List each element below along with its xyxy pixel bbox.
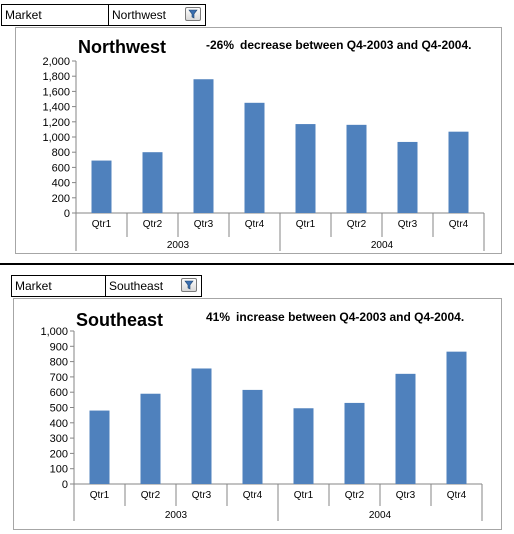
market-filter-northwest: Market Northwest — [1, 4, 206, 26]
y-tick-label: 800 — [50, 357, 68, 369]
filter-dropdown-button[interactable] — [185, 7, 201, 21]
x-group-label: 2004 — [371, 240, 394, 251]
y-tick-label: 1,400 — [42, 102, 70, 114]
annotation-text: decrease between Q4-2003 and Q4-2004. — [240, 38, 471, 52]
annotation-percent: -26% — [206, 38, 234, 52]
x-group-label: 2004 — [369, 510, 392, 521]
y-tick-label: 600 — [52, 162, 70, 174]
filter-funnel-icon — [188, 9, 198, 19]
bar-qtr2 — [346, 124, 367, 213]
bar-qtr3 — [193, 79, 214, 213]
bar-qtr3 — [395, 373, 416, 484]
y-tick-label: 300 — [50, 433, 68, 445]
x-tick-label: Qtr3 — [398, 219, 418, 230]
bar-qtr4 — [448, 131, 469, 213]
chart-annotation: -26% decrease between Q4-2003 and Q4-2004… — [206, 38, 471, 52]
y-tick-label: 800 — [52, 147, 70, 159]
bar-qtr1 — [293, 408, 314, 484]
annotation-percent: 41% — [206, 310, 230, 324]
y-tick-label: 1,600 — [42, 86, 70, 98]
y-tick-label: 0 — [64, 208, 70, 220]
y-tick-label: 200 — [52, 193, 70, 205]
chart-area-northwest: Northwest -26% decrease between Q4-2003 an… — [15, 27, 502, 254]
x-tick-label: Qtr2 — [143, 219, 163, 230]
bar-qtr1 — [295, 124, 316, 213]
bar-qtr3 — [397, 141, 418, 213]
x-group-label: 2003 — [167, 240, 190, 251]
filter-value-text: Southeast — [109, 279, 164, 293]
filter-label: Market — [2, 5, 109, 25]
y-tick-label: 0 — [62, 479, 68, 491]
y-tick-label: 700 — [50, 372, 68, 384]
bar-qtr4 — [244, 102, 265, 213]
filter-value: Southeast — [106, 276, 199, 296]
y-tick-label: 900 — [50, 341, 68, 353]
y-tick-label: 1,000 — [42, 132, 70, 144]
x-tick-label: Qtr2 — [347, 219, 367, 230]
bar-qtr2 — [142, 152, 163, 213]
y-tick-label: 200 — [50, 448, 68, 460]
bar-qtr1 — [89, 410, 110, 484]
x-tick-label: Qtr4 — [245, 219, 265, 230]
bar-qtr3 — [191, 368, 212, 484]
bar-qtr4 — [242, 389, 263, 484]
filter-value-text: Northwest — [112, 8, 167, 22]
x-tick-label: Qtr4 — [447, 490, 467, 501]
x-tick-label: Qtr1 — [294, 490, 314, 501]
x-tick-label: Qtr1 — [92, 219, 112, 230]
filter-value: Northwest — [109, 5, 203, 25]
filter-label: Market — [12, 276, 106, 296]
bar-qtr1 — [91, 160, 112, 213]
x-tick-label: Qtr3 — [396, 490, 416, 501]
bar-qtr2 — [344, 402, 365, 484]
filter-funnel-icon — [184, 280, 194, 290]
y-tick-label: 400 — [50, 418, 68, 430]
x-tick-label: Qtr1 — [90, 490, 110, 501]
y-tick-label: 500 — [50, 403, 68, 415]
y-tick-label: 600 — [50, 387, 68, 399]
x-tick-label: Qtr1 — [296, 219, 316, 230]
x-tick-label: Qtr2 — [141, 490, 161, 501]
x-tick-label: Qtr3 — [192, 490, 212, 501]
northwest-chart: Northwest -26% decrease between Q4-2003 an… — [42, 37, 485, 251]
southeast-chart: Southeast 41% increase between Q4-2003 and… — [40, 310, 483, 521]
bar-qtr2 — [140, 393, 161, 484]
y-tick-label: 100 — [50, 464, 68, 476]
x-group-label: 2003 — [165, 510, 188, 521]
panel-divider — [0, 263, 514, 265]
market-filter-southeast: Market Southeast — [11, 275, 202, 297]
x-tick-label: Qtr2 — [345, 490, 365, 501]
y-tick-label: 1,200 — [42, 117, 70, 129]
x-tick-label: Qtr4 — [243, 490, 263, 501]
y-tick-label: 1,000 — [40, 326, 68, 338]
y-tick-label: 1,800 — [42, 71, 70, 83]
filter-dropdown-button[interactable] — [181, 278, 197, 292]
chart-area-southeast: Southeast 41% increase between Q4-2003 and… — [13, 298, 502, 530]
x-tick-label: Qtr4 — [449, 219, 469, 230]
chart-title: Northwest — [78, 37, 166, 57]
chart-annotation: 41% increase between Q4-2003 and Q4-2004. — [206, 310, 464, 324]
bar-qtr4 — [446, 351, 467, 484]
chart-title: Southeast — [76, 310, 163, 330]
y-tick-label: 2,000 — [42, 56, 70, 68]
annotation-text: increase between Q4-2003 and Q4-2004. — [236, 310, 464, 324]
y-tick-label: 400 — [52, 178, 70, 190]
x-tick-label: Qtr3 — [194, 219, 214, 230]
